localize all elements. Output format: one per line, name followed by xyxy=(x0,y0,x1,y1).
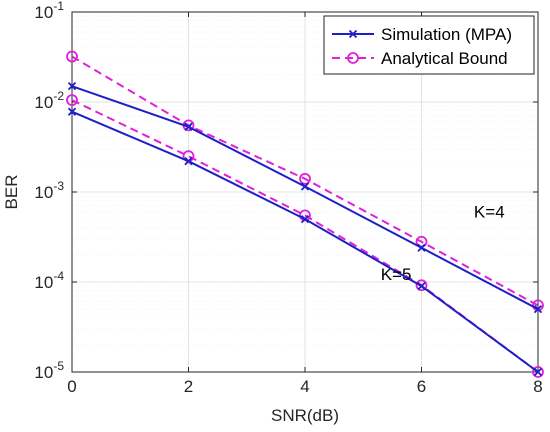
legend-label-simulation-mpa: Simulation (MPA) xyxy=(381,25,512,44)
data-point-k-4-simulation xyxy=(417,243,426,252)
data-point-k-4-simulation xyxy=(533,304,543,314)
data-point-k-5-simulation xyxy=(67,107,77,116)
data-point-k-5-simulation xyxy=(184,157,193,166)
axes: 0 2 4 6 8 10-1 10-2 10-3 10-4 10-5 xyxy=(34,0,542,396)
y-tick-label: 10-1 xyxy=(34,0,64,22)
y-axis-label: BER xyxy=(2,175,21,210)
data-point-k-4-simulation xyxy=(300,182,310,191)
legend-marker-simulation-mpa xyxy=(348,29,358,39)
legend-box xyxy=(323,15,535,75)
series-k-4-simulation xyxy=(67,82,543,314)
annotation-k-4: K=4 xyxy=(474,203,505,222)
y-tick-label: 10-2 xyxy=(34,89,64,112)
x-axis-label: SNR(dB) xyxy=(271,406,339,425)
data-point-k-5-bound xyxy=(299,209,311,222)
data-point-k-4-simulation xyxy=(184,122,193,131)
annotation-k-5: K=5 xyxy=(381,265,412,284)
series-line-k-4-bound xyxy=(71,55,539,307)
data-point-k-5-simulation xyxy=(417,281,426,291)
x-tick-label: 6 xyxy=(417,377,426,396)
data-point-k-5-bound xyxy=(415,279,428,292)
series-k-5-simulation xyxy=(67,107,543,377)
annotations: K=4 K=5 xyxy=(381,203,505,285)
legend-label-analytical-bound: Analytical Bound xyxy=(381,49,508,68)
data-point-k-4-simulation xyxy=(67,82,77,91)
y-tick-label: 10-5 xyxy=(34,359,64,382)
y-tick-label: 10-3 xyxy=(34,179,64,202)
series-lines xyxy=(66,50,544,378)
data-point-k-4-bound xyxy=(66,50,78,63)
x-tick-label: 8 xyxy=(533,377,542,396)
legend-marker-analytical-bound xyxy=(347,52,359,64)
data-point-k-5-simulation xyxy=(300,214,310,224)
x-tick-label: 0 xyxy=(67,377,76,396)
data-point-k-5-simulation xyxy=(533,367,543,377)
y-tick-label: 10-4 xyxy=(34,269,64,292)
legend: Simulation (MPA) Analytical Bound xyxy=(323,15,535,75)
data-point-k-4-bound xyxy=(299,172,311,185)
data-point-k-5-bound xyxy=(66,94,78,106)
data-point-k-5-bound xyxy=(532,366,544,378)
x-tick-label: 2 xyxy=(184,377,193,396)
x-tick-label: 4 xyxy=(300,377,309,396)
